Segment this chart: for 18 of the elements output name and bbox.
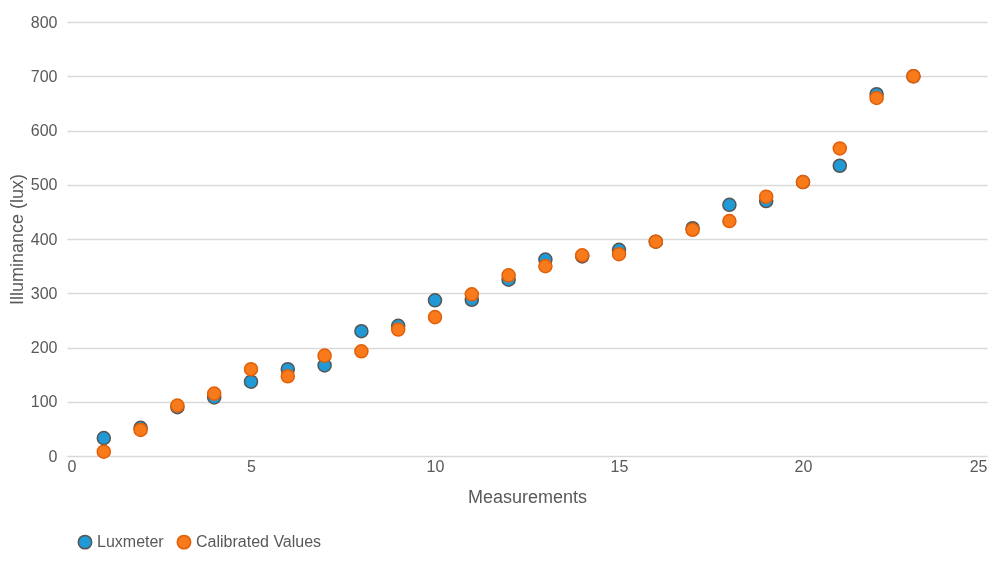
x-tick-label: 20 xyxy=(794,457,813,475)
legend-label: Luxmeter xyxy=(97,533,165,551)
y-tick-label: 300 xyxy=(30,284,58,302)
y-tick-label: 700 xyxy=(30,67,58,85)
x-axis-title: Measurements xyxy=(467,486,588,507)
y-tick-label: 400 xyxy=(30,230,58,248)
x-tick-label: 10 xyxy=(426,457,445,475)
y-tick-label: 100 xyxy=(30,393,58,411)
y-tick-label: 600 xyxy=(30,122,58,139)
x-tick-label: 5 xyxy=(247,457,257,475)
x-tick-label: 0 xyxy=(67,457,77,475)
y-axis-title: Illuminance (lux) xyxy=(6,173,27,306)
x-tick-label: 25 xyxy=(969,457,988,475)
legend-label: Calibrated Values xyxy=(196,533,322,551)
y-tick-label: 200 xyxy=(30,339,58,356)
x-tick-label: 15 xyxy=(610,457,629,475)
y-tick-label: 500 xyxy=(30,176,58,194)
y-tick-label: 800 xyxy=(30,13,58,31)
